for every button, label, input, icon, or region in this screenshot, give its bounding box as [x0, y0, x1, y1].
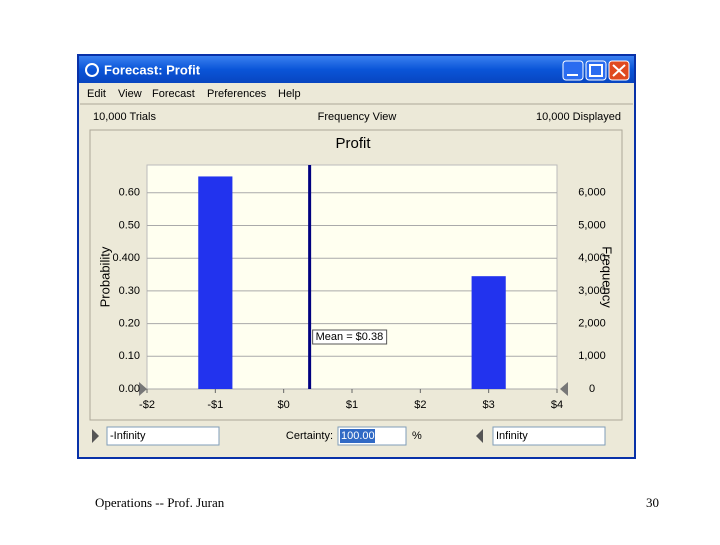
- menu-item[interactable]: Preferences: [207, 88, 267, 100]
- y2-tick-label: 0: [589, 383, 595, 395]
- y-tick-label: 0.00: [119, 383, 140, 395]
- lower-arrow[interactable]: [92, 429, 99, 443]
- x-tick-label: $2: [414, 399, 426, 411]
- displayed: 10,000 Displayed: [536, 111, 621, 123]
- x-tick-label: $4: [551, 399, 563, 411]
- y2-tick-label: 6,000: [578, 187, 606, 199]
- y-tick-label: 0.400: [112, 252, 140, 264]
- y-tick-label: 0.20: [119, 318, 140, 330]
- y2-tick-label: 4,000: [578, 252, 606, 264]
- bar: [471, 276, 506, 389]
- x-tick-label: $3: [483, 399, 495, 411]
- x-tick-label: $1: [346, 399, 358, 411]
- page-number: 30: [646, 495, 659, 510]
- y2-tick-label: 1,000: [578, 350, 606, 362]
- y2-tick-label: 3,000: [578, 285, 606, 297]
- trials: 10,000 Trials: [93, 111, 156, 123]
- lower-bound: -Infinity: [110, 430, 146, 442]
- upper-grabber[interactable]: [560, 382, 568, 396]
- menu-bar: Edit View Forecast Preferences Help: [87, 88, 301, 100]
- y2-tick-label: 2,000: [578, 318, 606, 330]
- window-controls: [567, 64, 626, 77]
- certainty: 100.00: [341, 430, 375, 442]
- lower-grabber[interactable]: [139, 382, 147, 396]
- lower-input[interactable]: [106, 426, 220, 446]
- mean-label: Mean = $0.38: [316, 331, 384, 343]
- upper-bound: Infinity: [496, 430, 528, 442]
- mean-label-box: [312, 329, 388, 345]
- y-tick-label: 0.30: [119, 285, 140, 297]
- menu-item[interactable]: View: [118, 88, 142, 100]
- x-tick-label: -$2: [139, 399, 155, 411]
- footer-text: Operations -- Prof. Juran: [95, 495, 225, 510]
- app-icon: [85, 63, 99, 77]
- window-title: Forecast: Profit: [104, 62, 201, 77]
- y-tick-label: 0.60: [119, 187, 140, 199]
- y2-tick-label: 5,000: [578, 219, 606, 231]
- y-tick-label: 0.10: [119, 350, 140, 362]
- x-tick-label: -$1: [207, 399, 223, 411]
- view-mode: Frequency View: [318, 111, 397, 123]
- y-axis-label: Probability: [97, 246, 112, 307]
- menu-item[interactable]: Help: [278, 88, 301, 100]
- y2-axis-label: Frequency: [600, 246, 615, 308]
- menu-item[interactable]: Forecast: [152, 88, 195, 100]
- title-bar: [79, 56, 634, 83]
- chart-title: Profit: [335, 135, 371, 152]
- selection: [340, 429, 375, 443]
- x-tick-label: $0: [278, 399, 290, 411]
- minimize-button[interactable]: [562, 60, 584, 81]
- menu-item[interactable]: Edit: [87, 88, 106, 100]
- upper-input[interactable]: [492, 426, 606, 446]
- y-tick-label: 0.50: [119, 219, 140, 231]
- certainty-label: Certainty:: [286, 430, 333, 442]
- certainty-unit: %: [412, 430, 422, 442]
- upper-arrow[interactable]: [476, 429, 483, 443]
- bar: [198, 176, 233, 389]
